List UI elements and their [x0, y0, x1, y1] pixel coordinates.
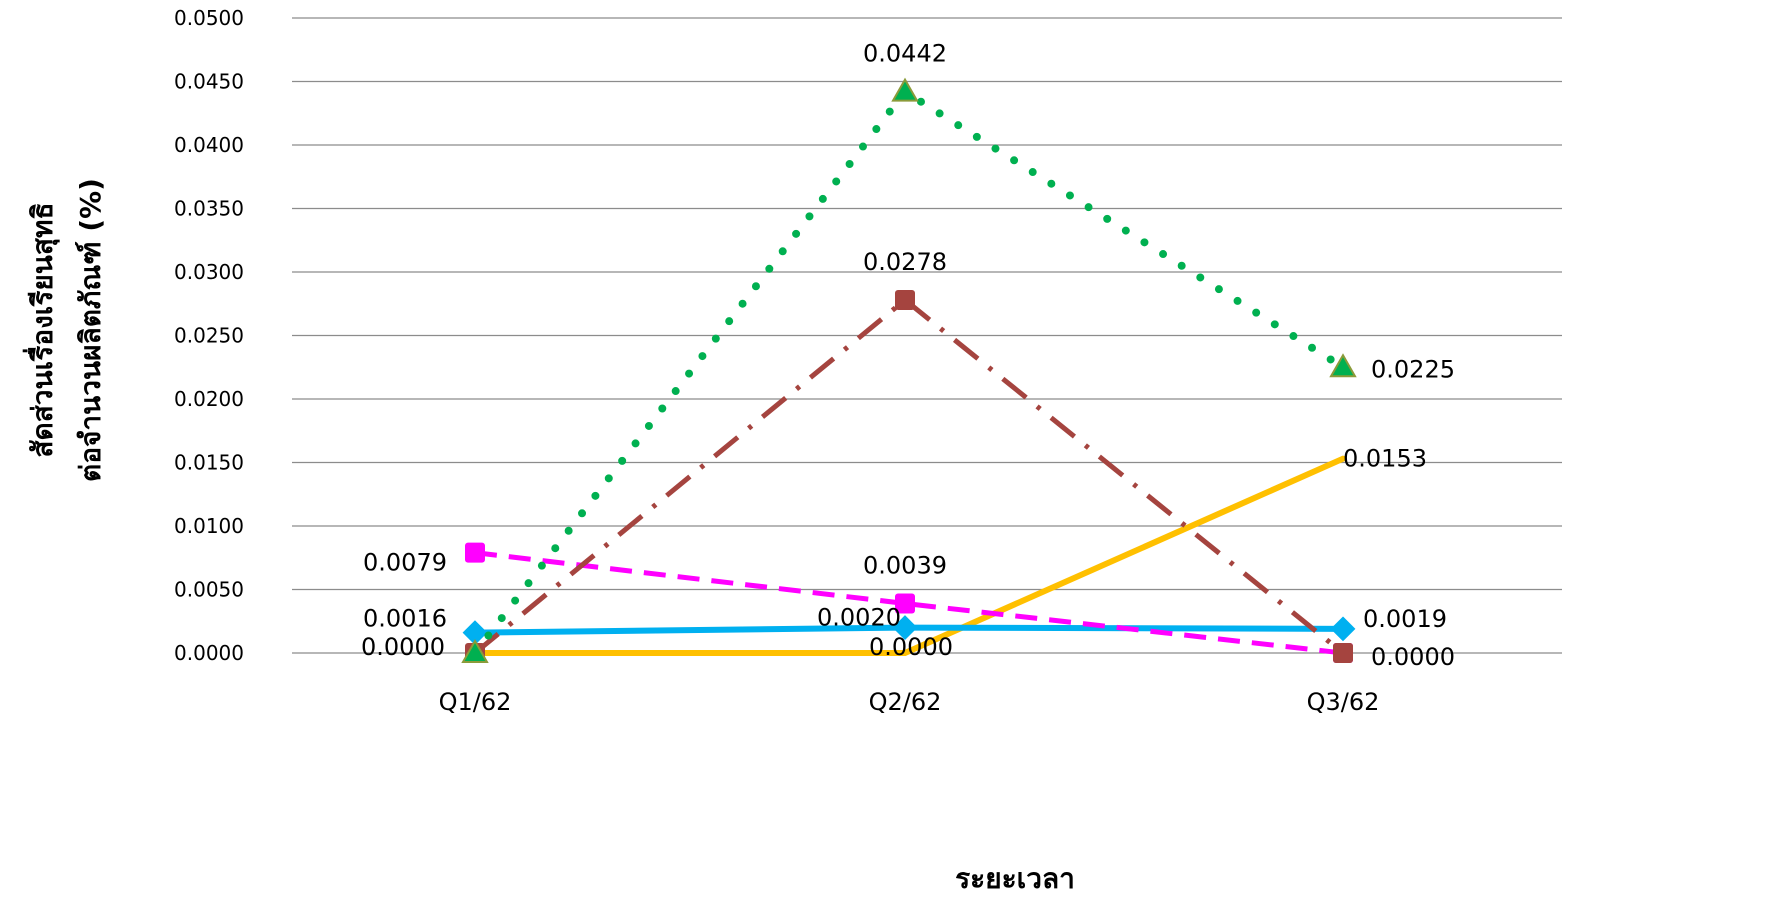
square-marker — [895, 289, 915, 310]
data-label: 0.0000 — [869, 633, 953, 661]
y-axis-title-line-2: ต่อจำนวนผลิตภัณฑ์ (%) — [74, 178, 107, 482]
x-tick-label: Q1/62 — [439, 688, 512, 716]
y-tick-label: 0.0150 — [174, 451, 244, 475]
y-tick-label: 0.0250 — [174, 324, 244, 348]
data-label: 0.0442 — [863, 40, 947, 68]
square-marker — [1333, 643, 1353, 663]
x-tick-label: Q2/62 — [869, 688, 942, 716]
y-tick-label: 0.0300 — [174, 260, 244, 284]
y-tick-label: 0.0450 — [174, 70, 244, 94]
y-tick-label: 0.0100 — [174, 514, 244, 538]
data-label: 0.0000 — [1371, 643, 1455, 671]
y-axis-title-line-1: สัดส่วนเรื่องเรียนสุทธิ — [22, 202, 60, 457]
square-marker — [465, 542, 485, 563]
y-tick-label: 0.0400 — [174, 133, 244, 157]
y-tick-label: 0.0500 — [174, 6, 244, 30]
data-label: 0.0016 — [363, 605, 447, 633]
y-axis-ticks: 0.0000 0.0050 0.0100 0.0150 0.0200 0.0250 0.03… — [174, 6, 244, 665]
series-line-2 — [474, 550, 1344, 656]
data-label: 0.0079 — [363, 549, 447, 577]
series-lines — [461, 77, 1357, 663]
gridlines — [292, 17, 1562, 654]
x-tick-label: Q3/62 — [1307, 688, 1380, 716]
y-tick-label: 0.0050 — [174, 578, 244, 602]
data-label: 0.0020 — [817, 604, 901, 632]
diamond-marker — [892, 615, 918, 641]
diamond-marker — [1330, 616, 1356, 642]
triangle-marker — [461, 638, 489, 663]
triangle-marker — [891, 77, 919, 102]
data-label: 0.0039 — [863, 551, 947, 579]
y-axis-title: สัดส่วนเรื่องเรียนสุทธิ ต่อจำนวนผลิตภัณฑ… — [22, 178, 107, 482]
series-line-4 — [472, 455, 1346, 656]
data-label: 0.0225 — [1371, 355, 1455, 383]
data-label: 0.0153 — [1343, 445, 1427, 473]
x-axis-ticks: Q1/62 Q2/62 Q3/62 — [439, 688, 1380, 716]
x-axis-title: ระยะเวลา — [955, 862, 1075, 895]
triangle-marker — [1329, 353, 1357, 378]
data-label: 0.0000 — [361, 633, 445, 661]
y-tick-label: 0.0000 — [174, 641, 244, 665]
square-marker — [895, 593, 915, 614]
y-tick-label: 0.0350 — [174, 197, 244, 221]
y-tick-label: 0.0200 — [174, 387, 244, 411]
data-label: 0.0278 — [863, 248, 947, 276]
data-label: 0.0019 — [1363, 605, 1447, 633]
series-line-1 — [473, 297, 1345, 655]
